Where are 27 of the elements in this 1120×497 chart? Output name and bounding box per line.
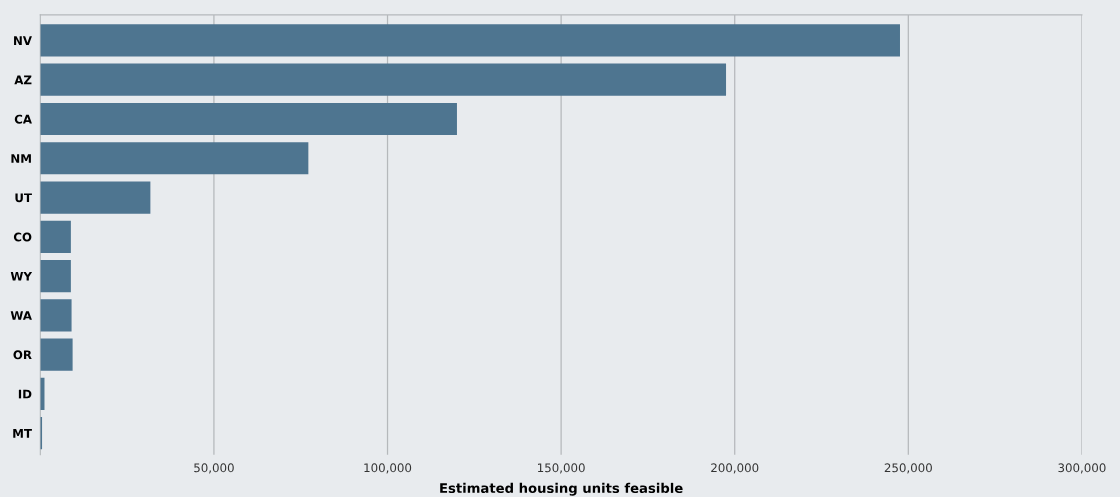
bar [40,102,457,136]
x-axis-title: Estimated housing units feasible [440,482,683,496]
y-tick-label: NM [11,154,31,163]
x-tick-label: 200,000 [711,463,759,474]
y-tick-label: ID [18,389,32,399]
y-tick-label: UT [15,193,32,203]
x-tick-label: 250,000 [884,463,932,474]
y-tick-label: OR [13,350,32,360]
bar [40,63,727,96]
bar [40,181,151,214]
bar [40,24,900,57]
y-tick-label: WY [10,271,33,281]
x-tick-label: 50,000 [194,463,234,474]
y-tick-label: WA [10,311,32,320]
bar [40,220,71,253]
x-tick-label: 100,000 [364,463,412,474]
x-tick-label: 150,000 [538,463,585,474]
x-tick-label: 300,000 [1058,463,1106,474]
bar [40,142,309,175]
bar [40,338,73,371]
bar [40,259,71,293]
y-tick-label: NV [14,36,32,45]
y-tick-label: MT [13,429,32,438]
y-tick-label: AZ [14,75,32,85]
y-tick-label: CA [14,114,32,124]
bar [40,299,72,332]
y-tick-label: CO [13,232,32,242]
